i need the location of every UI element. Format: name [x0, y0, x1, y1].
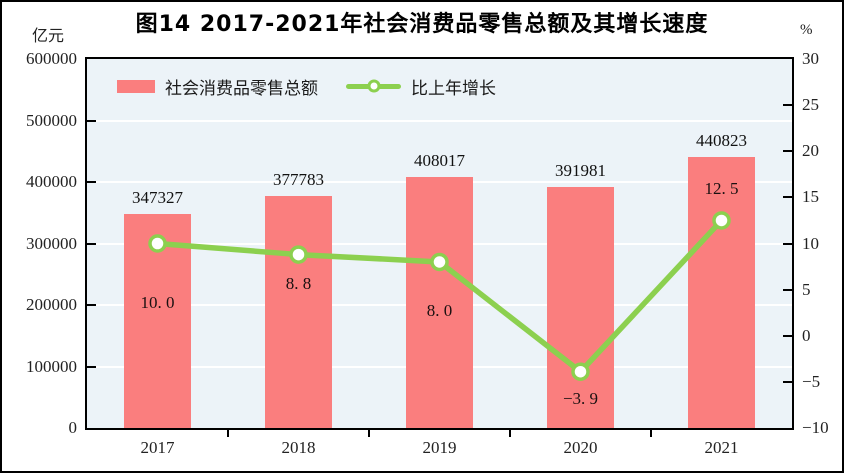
data-point-marker-2021 [712, 211, 731, 230]
right-axis-tick-label: 25 [802, 95, 819, 115]
bar-2018 [265, 195, 332, 428]
bar-value-label: 377783 [273, 169, 324, 189]
x-axis-boundary-tick [227, 430, 229, 437]
right-axis-tick [783, 288, 792, 291]
growth-value-label: 10. 0 [140, 292, 175, 312]
data-point-marker-2020 [571, 362, 590, 381]
line-series-marker-icon [346, 79, 401, 93]
bar-series-swatch-icon [117, 79, 155, 93]
left-axis-tick-label: 500000 [26, 110, 77, 130]
left-axis-tick [87, 304, 96, 306]
bar-value-label: 391981 [555, 160, 606, 180]
left-axis-tick-label: 600000 [26, 49, 77, 68]
growth-value-label: 12. 5 [704, 179, 739, 199]
gridline [87, 119, 792, 122]
bar-value-label: 440823 [696, 130, 747, 150]
data-point-marker-2019 [430, 252, 449, 272]
right-axis-tick [783, 380, 792, 383]
left-axis-tick [87, 119, 96, 122]
right-axis-tick-label: 30 [802, 49, 819, 68]
right-axis-tick [783, 334, 792, 337]
right-axis-unit-label: % [800, 22, 813, 38]
right-axis-tick [783, 196, 792, 199]
bar-2019 [406, 177, 473, 428]
x-axis-label-2020: 2020 [563, 438, 598, 457]
right-axis-tick [783, 104, 792, 107]
x-axis-boundary-tick [650, 430, 652, 437]
left-axis-tick [87, 181, 96, 183]
bar-value-label: 347327 [132, 188, 183, 208]
growth-line [154, 217, 725, 375]
left-axis-tick-label: 400000 [26, 172, 77, 191]
right-axis-tick-label: 20 [802, 141, 819, 161]
left-axis-tick-label: 300000 [26, 233, 77, 253]
data-point-marker-2018 [289, 245, 308, 264]
legend-label-growth: 比上年增长 [411, 78, 496, 98]
left-axis-tick-label: 0 [68, 418, 78, 437]
left-axis-tick [87, 242, 96, 245]
x-axis-label-2018: 2018 [281, 438, 316, 457]
left-axis-unit-label: 亿元 [31, 28, 64, 45]
legend: 社会消费品零售总额 比上年增长 [117, 76, 496, 98]
chart-title: 图14 2017-2021年社会消费品零售总额及其增长速度 [135, 12, 709, 37]
bar-2021 [688, 156, 755, 428]
right-axis-tick [783, 150, 792, 153]
right-axis-tick [783, 242, 792, 245]
growth-line-layer [148, 211, 731, 381]
left-axis-tick-label: 100000 [26, 356, 77, 376]
x-axis-label-2021: 2021 [704, 438, 739, 457]
plot-area: 347327 377783 408017 391981 440823 10. 0 8. 8… [85, 57, 794, 430]
left-axis-tick-label: 200000 [26, 295, 77, 314]
x-axis-label-2019: 2019 [422, 438, 457, 457]
x-axis-label-2017: 2017 [140, 438, 175, 457]
left-axis-tick [87, 365, 96, 368]
bar-2020 [547, 186, 614, 428]
growth-value-label: 8. 8 [285, 273, 312, 293]
right-axis-tick-label: 0 [802, 325, 811, 345]
right-axis-tick-label: −5 [802, 371, 821, 391]
right-axis-tick-label: −10 [802, 418, 829, 437]
right-axis-tick-label: 15 [802, 187, 819, 207]
data-point-marker-2017 [148, 234, 167, 253]
right-axis-tick-label: 5 [802, 279, 811, 299]
bar-value-label: 408017 [414, 151, 465, 171]
line-marker-circle-icon [367, 79, 380, 93]
legend-label-retail-total: 社会消费品零售总额 [165, 78, 318, 98]
x-axis-boundary-tick [509, 430, 511, 437]
x-axis-boundary-tick [368, 430, 370, 437]
growth-value-label: 8. 0 [426, 300, 453, 320]
right-axis-tick-label: 10 [802, 233, 819, 253]
growth-value-label: −3. 9 [562, 388, 599, 408]
